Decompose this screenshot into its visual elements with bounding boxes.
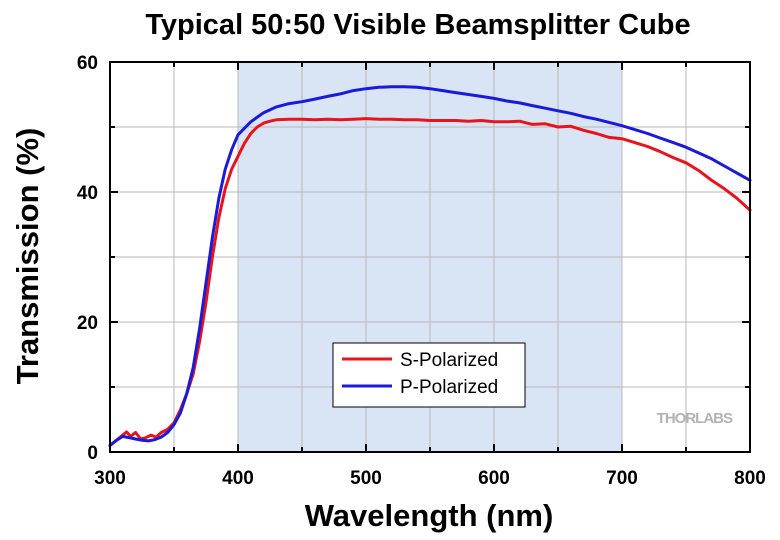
series-line-p-polarized bbox=[108, 85, 752, 447]
x-tick-label: 600 bbox=[478, 468, 510, 489]
x-tick-label: 700 bbox=[606, 468, 638, 489]
tick-layer: 300 400 500 600 700 800 0 20 40 60 bbox=[77, 53, 766, 489]
legend-label-p-polarized: P-Polarized bbox=[400, 377, 498, 398]
y-tick-label: 60 bbox=[77, 53, 98, 74]
series-layer bbox=[108, 85, 752, 447]
x-tick-label: 300 bbox=[94, 468, 126, 489]
x-axis-label: Wavelength (nm) bbox=[305, 498, 554, 533]
legend-box bbox=[332, 342, 526, 408]
x-tick-label: 500 bbox=[350, 468, 382, 489]
y-tick-label: 40 bbox=[77, 183, 98, 204]
y-tick-label: 20 bbox=[77, 313, 98, 334]
x-tick-label: 400 bbox=[222, 468, 254, 489]
x-tick-label: 800 bbox=[734, 468, 766, 489]
series-line-s-polarized bbox=[108, 117, 752, 447]
chart-title: Typical 50:50 Visible Beamsplitter Cube bbox=[145, 9, 690, 41]
thorlabs-logo: THORLABS bbox=[657, 410, 733, 427]
grid-layer bbox=[110, 62, 750, 452]
y-axis-label: Transmission (%) bbox=[10, 128, 45, 385]
legend: S-Polarized P-Polarized bbox=[332, 342, 526, 408]
legend-label-s-polarized: S-Polarized bbox=[400, 350, 498, 371]
y-tick-label: 0 bbox=[87, 443, 98, 464]
